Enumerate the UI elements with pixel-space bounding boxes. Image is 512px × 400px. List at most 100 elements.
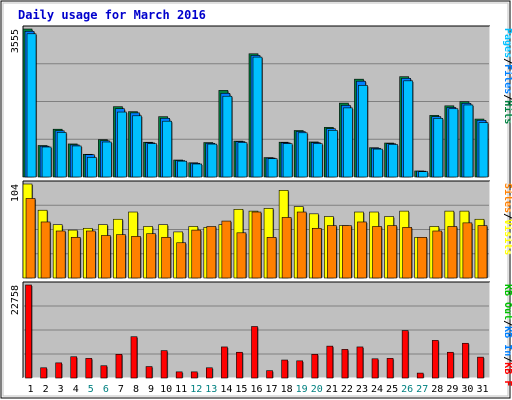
panel-2-sites-bar-7 (116, 234, 126, 279)
x-tick-label-16: 16 (250, 384, 262, 395)
panel-2-sites-bar-5 (85, 230, 96, 279)
x-tick-label-8: 8 (133, 384, 139, 395)
panel-2-sites-bar-19 (296, 211, 307, 279)
x-tick-label-11: 11 (175, 384, 187, 395)
panel-2-max-label: 104 (10, 184, 21, 202)
panel-2-sites-bar-6 (101, 235, 111, 279)
panel-1-pages-bar-1 (26, 33, 37, 178)
panel-3-kb-f-bar-31 (477, 356, 484, 379)
panel-1-pages-bar-26 (403, 80, 413, 178)
x-tick-label-6: 6 (103, 384, 109, 395)
panel-2-sites-bar-18 (281, 217, 292, 279)
panel-2-sites-bar-17 (266, 237, 277, 279)
panel-1-pages-bar-31 (478, 122, 489, 178)
x-tick-label-17: 17 (266, 384, 278, 395)
panel-1-pages-bar-3 (56, 132, 67, 178)
legend-item-kb-in: KB In (502, 326, 512, 356)
panel-1-pages-bar-23 (358, 85, 368, 178)
panel-3-kb-f-bar-22 (341, 349, 349, 379)
panel-2-sites-bar-25 (387, 225, 397, 279)
panel-1-pages-bar-22 (343, 107, 353, 178)
panel-1-pages-bar-12 (192, 163, 203, 178)
panel-1-pages-bar-15 (237, 142, 248, 178)
panel-1-pages-bar-19 (297, 132, 308, 178)
x-tick-label-25: 25 (386, 384, 398, 395)
panel-1-pages-bar-28 (433, 117, 444, 178)
panel-3-kb-f-bar-24 (371, 358, 379, 379)
panel-3-kb-f-bar-29 (447, 351, 454, 379)
x-tick-label-20: 20 (311, 384, 323, 395)
panel-3-kb-f-bar-19 (296, 360, 303, 379)
panel-2-sites-bar-1 (25, 198, 36, 279)
x-tick-label-18: 18 (281, 384, 293, 395)
panel-1-pages-bar-7 (117, 111, 127, 178)
panel-2-sites-bar-26 (402, 227, 412, 279)
legend-item--: / (502, 58, 512, 64)
panel-3-kb-f-bar-18 (281, 359, 288, 379)
panel-2-sites-bar-30 (462, 222, 473, 279)
x-tick-label-4: 4 (73, 384, 79, 395)
panel-2-sites-bar-31 (477, 225, 488, 279)
panel-3-kb-f-bar-9 (145, 366, 153, 379)
panel-2-sites-bar-24 (372, 226, 382, 279)
x-tick-label-1: 1 (28, 384, 34, 395)
panel-2-sites-bar-9 (146, 233, 156, 279)
panel-1-pages-bar-30 (463, 104, 474, 178)
panel-1-pages-bar-17 (267, 158, 278, 178)
panel-2-sites-bar-16 (251, 211, 262, 279)
panel-1-pages-bar-5 (86, 157, 97, 178)
panel-3-kb-f-bar-25 (386, 358, 394, 379)
x-tick-label-24: 24 (371, 384, 383, 395)
panel-2-sites-bar-21 (327, 225, 337, 279)
panel-1-pages-bar-20 (312, 143, 323, 178)
x-tick-label-2: 2 (43, 384, 49, 395)
panel-3-kb-f-bar-10 (160, 350, 168, 379)
panel-2-sites-bar-27 (417, 237, 428, 279)
inner-frame (2, 2, 509, 397)
panel-1-pages-bar-14 (222, 95, 233, 178)
panel-1-pages-bar-13 (207, 143, 218, 178)
panel-3-kb-f-bar-23 (356, 346, 364, 379)
legend-item-pages: Pages (502, 28, 512, 58)
panel-2-sites-bar-2 (40, 221, 51, 279)
panel-3-kb-f-bar-20 (311, 353, 319, 379)
legend-item--: / (502, 320, 512, 326)
panel-1-pages-bar-6 (102, 141, 112, 178)
panel-2-legend: Sites/Visits (502, 183, 512, 255)
panel-3-kb-f-bar-4 (70, 356, 78, 379)
legend-item-visits: Visits (502, 219, 512, 255)
panel-2-sites-bar-12 (191, 229, 202, 279)
panel-3-kb-f-bar-21 (326, 345, 334, 379)
panel-3-kb-f-bar-3 (55, 362, 62, 379)
panel-2-sites-bar-4 (70, 237, 81, 279)
panel-3-kb-f-bar-15 (236, 351, 243, 379)
x-tick-label-15: 15 (235, 384, 247, 395)
x-tick-label-21: 21 (326, 384, 338, 395)
panel-1-legend: Pages/Files/Hits (502, 28, 512, 124)
panel-1-pages-bar-25 (388, 144, 398, 178)
panel-3-kb-f-bar-30 (462, 342, 469, 379)
x-tick-label-12: 12 (190, 384, 202, 395)
panel-1-pages-bar-24 (373, 148, 383, 178)
x-tick-label-7: 7 (118, 384, 124, 395)
legend-item-files: Files (502, 64, 512, 94)
panel-1-pages-bar-18 (282, 143, 293, 178)
panel-3-legend: KB Out/KB In/KB F (502, 284, 512, 386)
legend-item-kb-out: KB Out (502, 284, 512, 320)
panel-2-sites-bar-23 (357, 221, 367, 279)
panel-2-sites-bar-13 (206, 226, 217, 279)
x-tick-label-9: 9 (148, 384, 154, 395)
legend-item-kb-f: KB F (502, 362, 512, 386)
x-tick-label-5: 5 (88, 384, 94, 395)
x-tick-label-28: 28 (431, 384, 443, 395)
panel-2-sites-bar-8 (131, 236, 141, 279)
panel-3-max-label: 22758 (10, 285, 21, 315)
panel-3-kb-f-bar-27 (416, 372, 424, 379)
panel-2-sites-bar-11 (176, 242, 186, 279)
panel-1-pages-bar-27 (418, 171, 429, 178)
panel-3-kb-f-bar-8 (130, 336, 138, 379)
x-tick-label-29: 29 (446, 384, 458, 395)
